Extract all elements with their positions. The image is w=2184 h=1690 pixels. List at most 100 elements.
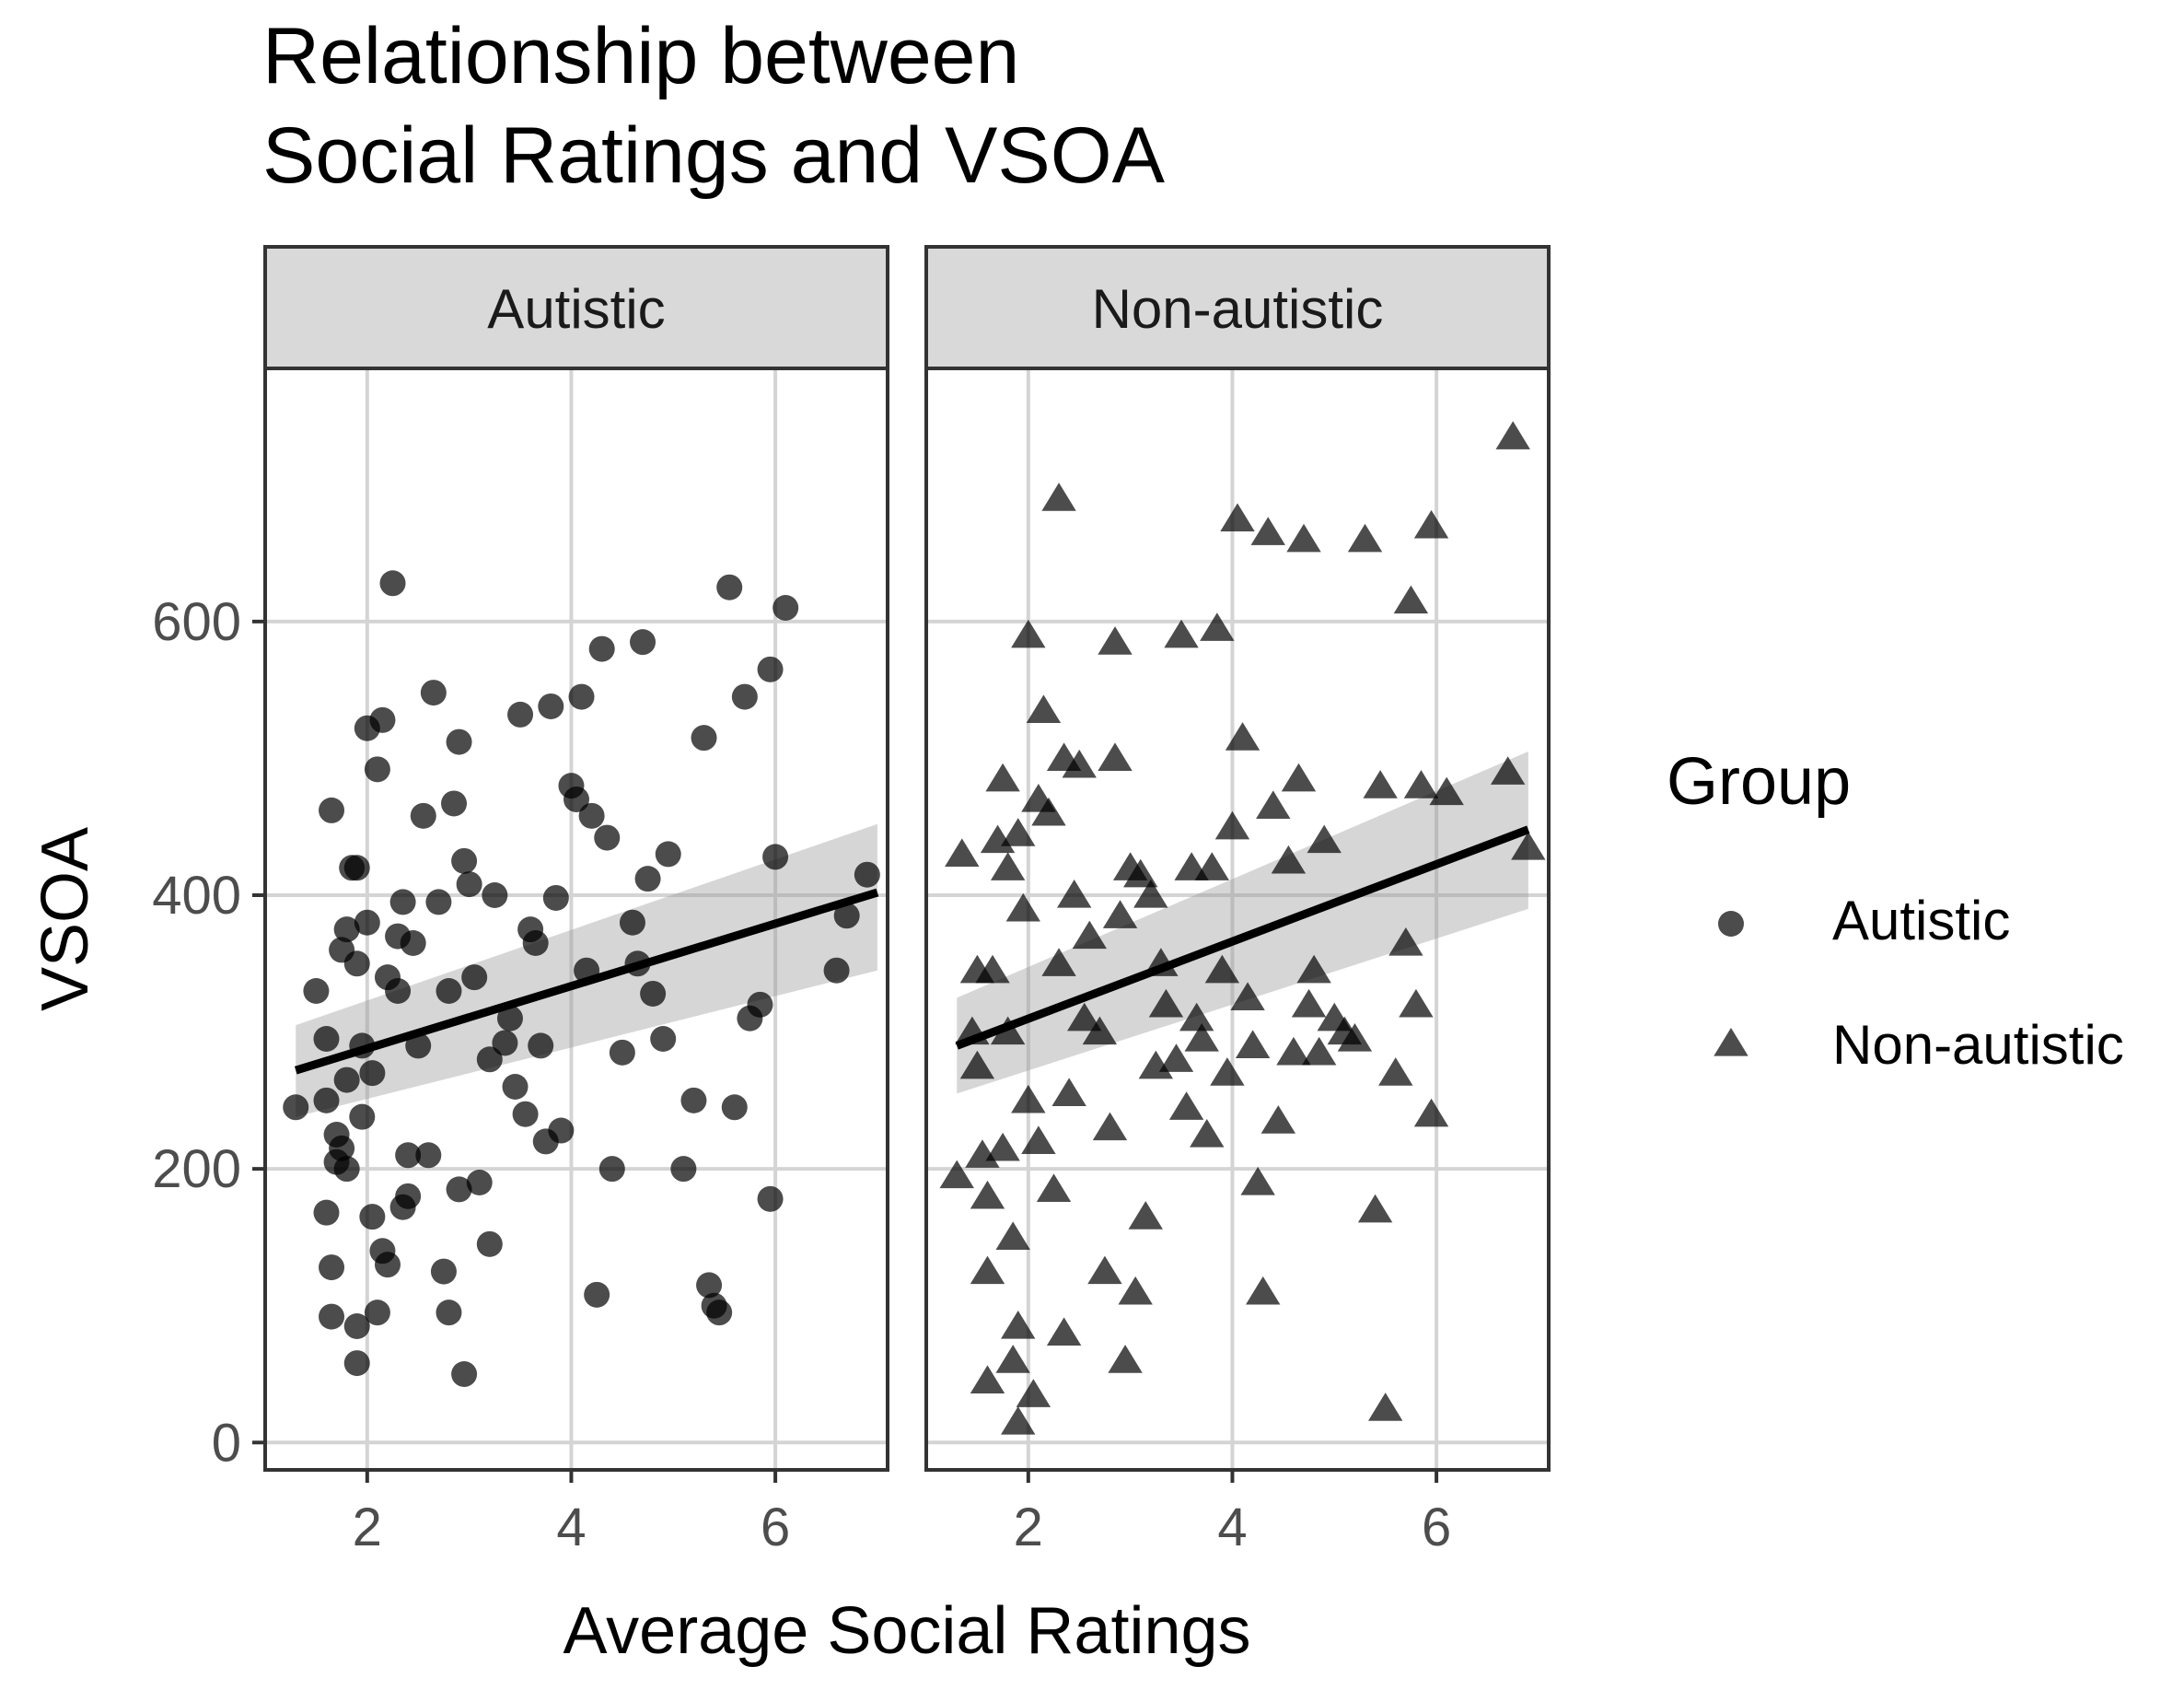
data-point: [995, 1221, 1030, 1251]
data-point: [970, 1255, 1005, 1285]
data-point: [757, 1185, 784, 1212]
data-point: [1041, 483, 1076, 511]
data-point: [333, 1066, 360, 1093]
trend-line-non-autistic: [955, 825, 1530, 1050]
data-point: [1511, 832, 1546, 860]
data-point: [1235, 1030, 1271, 1059]
chart-title-line-1: Relationship between: [262, 12, 1020, 100]
data-point: [1036, 1173, 1072, 1203]
data-point: [1495, 421, 1530, 449]
panel-border-autistic: [263, 367, 889, 1472]
data-point: [1250, 517, 1285, 545]
chart-title-line-2: Social Ratings and VSOA: [262, 111, 1165, 200]
data-point: [588, 635, 615, 662]
data-point: [507, 701, 534, 728]
data-point: [446, 1176, 472, 1203]
panel-border-non-autistic: [924, 367, 1551, 1472]
data-point: [522, 930, 549, 956]
data-point: [343, 1350, 370, 1377]
data-point: [691, 725, 717, 752]
data-point: [1281, 763, 1317, 792]
data-point: [528, 1032, 554, 1059]
data-point: [1291, 988, 1327, 1018]
data-point: [389, 889, 416, 915]
trend-line-autistic: [294, 888, 879, 1075]
data-point: [670, 1156, 697, 1183]
data-point: [1164, 619, 1199, 648]
data-point: [757, 656, 784, 682]
y-tick-label: 400: [152, 866, 241, 926]
data-point: [773, 595, 799, 621]
data-point: [1108, 1345, 1143, 1373]
data-point: [1128, 1201, 1163, 1230]
data-point: [985, 1132, 1020, 1161]
data-point: [568, 683, 595, 710]
data-point: [1005, 892, 1040, 922]
data-point: [476, 1046, 503, 1073]
x-tick-label: 4: [556, 1498, 586, 1557]
data-point: [696, 1272, 723, 1299]
data-point: [945, 838, 980, 868]
data-point: [939, 1160, 974, 1189]
data-point: [655, 841, 681, 868]
data-point: [1051, 1078, 1086, 1107]
data-point: [1256, 790, 1291, 820]
data-point: [1041, 948, 1076, 976]
data-point: [823, 957, 850, 984]
data-point: [441, 790, 468, 817]
data-point: [313, 1087, 340, 1113]
data-point: [598, 1156, 625, 1183]
data-point: [542, 884, 569, 911]
data-point: [578, 802, 605, 829]
data-point: [1246, 1276, 1281, 1305]
data-point: [364, 756, 390, 783]
data-point: [706, 1300, 733, 1326]
data-point: [364, 1300, 390, 1326]
data-point: [1204, 954, 1240, 984]
data-point: [538, 693, 564, 719]
data-point: [446, 728, 472, 755]
data-point: [650, 1026, 677, 1052]
data-point: [1021, 1125, 1056, 1155]
data-point: [1062, 749, 1097, 778]
data-point: [630, 629, 656, 656]
data-point: [1403, 770, 1439, 798]
legend-label-non-autistic: Non-autistic: [1832, 1014, 2124, 1076]
data-point: [1082, 1016, 1118, 1045]
data-point: [640, 980, 667, 1007]
data-point: [970, 1180, 1005, 1209]
data-point: [451, 847, 478, 874]
data-point: [1210, 1057, 1245, 1086]
data-point: [430, 1258, 457, 1285]
data-point: [1240, 1167, 1275, 1195]
data-point: [466, 1170, 493, 1195]
data-point: [369, 706, 396, 733]
data-point: [1092, 1112, 1128, 1141]
data-point: [349, 1103, 376, 1130]
x-axis-title: Average Social Ratings: [563, 1594, 1250, 1668]
data-point: [563, 787, 589, 812]
data-point: [747, 991, 773, 1018]
data-point: [420, 680, 447, 706]
legend-title: Group: [1667, 745, 1852, 819]
data-point: [313, 1199, 340, 1226]
data-point: [594, 824, 621, 851]
data-point: [1011, 619, 1046, 648]
data-point: [990, 852, 1026, 880]
data-point: [995, 1345, 1030, 1373]
data-point: [833, 903, 860, 929]
data-point: [333, 916, 360, 943]
data-point: [1286, 523, 1321, 553]
data-point: [1001, 818, 1036, 846]
data-point: [1179, 1002, 1214, 1031]
data-point: [721, 1094, 748, 1121]
data-point: [319, 797, 345, 823]
data-point: [680, 1087, 707, 1113]
data-point: [1490, 756, 1526, 785]
data-point: [496, 1005, 523, 1031]
data-point: [1001, 1311, 1036, 1339]
data-point: [1016, 1379, 1051, 1407]
data-point: [329, 1135, 355, 1161]
data-point: [436, 978, 462, 1004]
